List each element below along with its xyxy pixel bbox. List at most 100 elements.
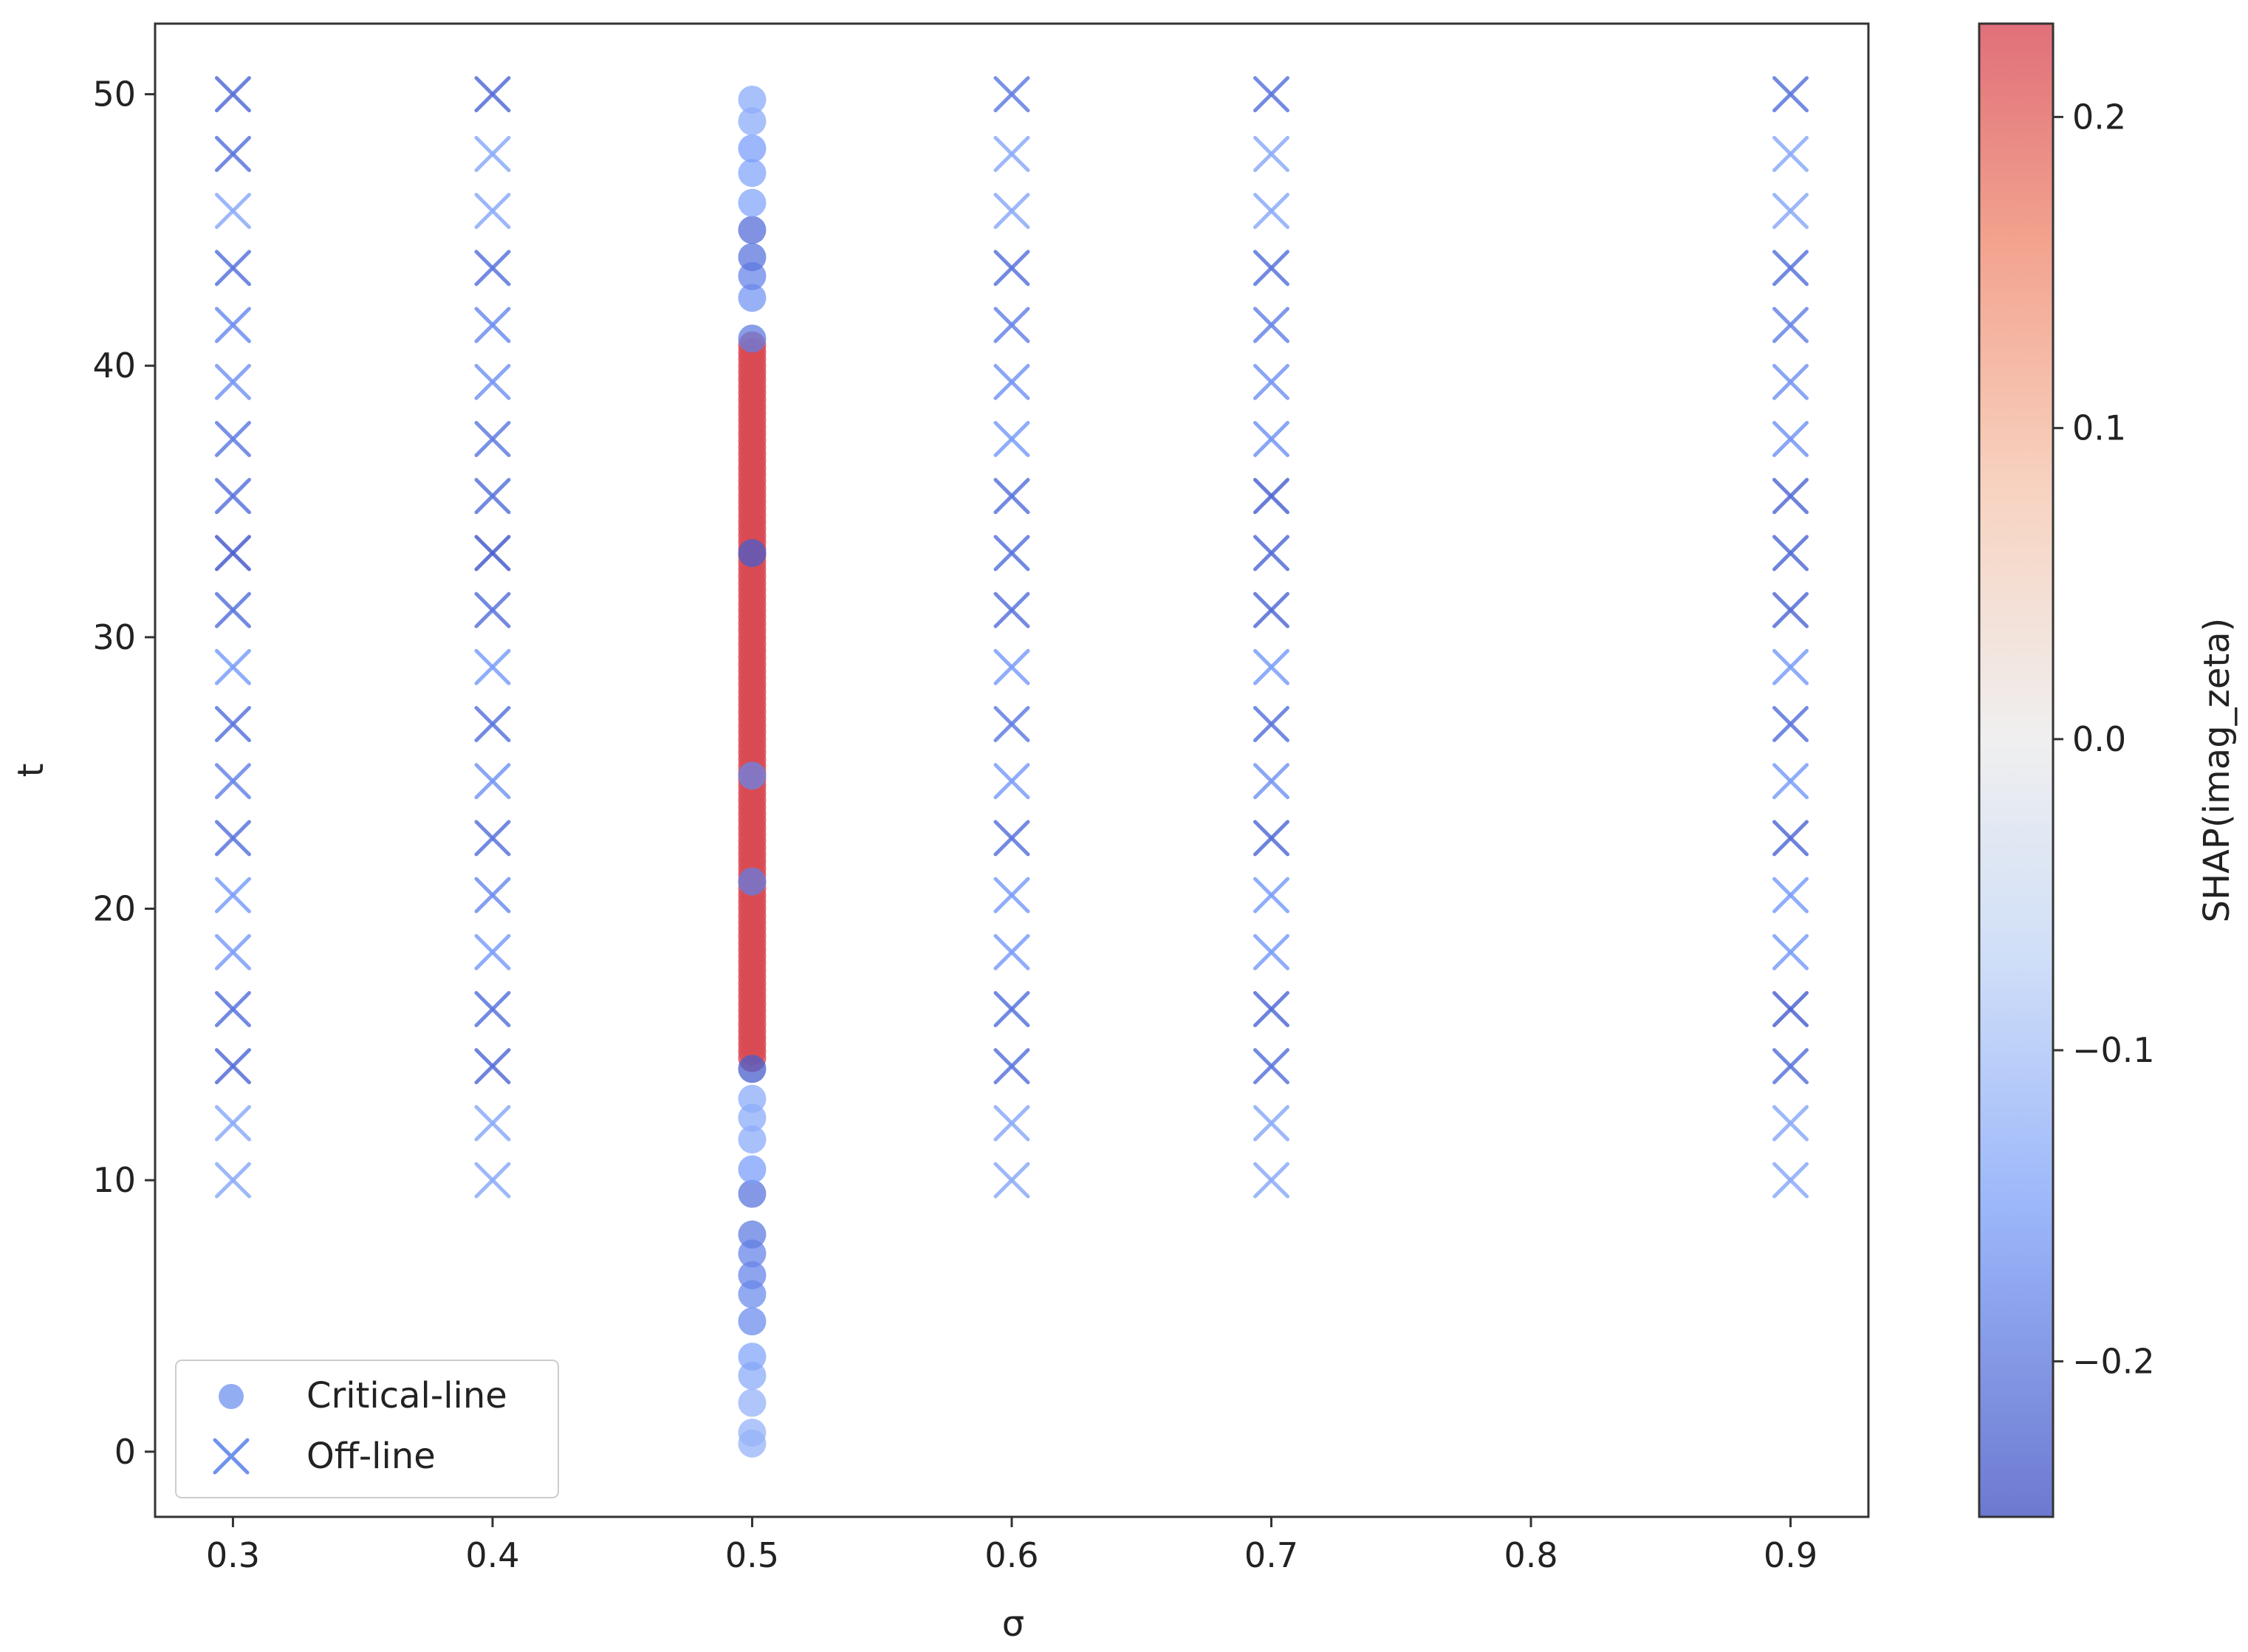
- off-line-point: [993, 1162, 1030, 1199]
- x-tick-label: 0.9: [1764, 1535, 1817, 1575]
- off-line-point: [474, 1162, 511, 1199]
- critical-line-point: [738, 867, 767, 896]
- critical-line-point: [738, 1179, 767, 1208]
- off-line-point: [214, 478, 251, 515]
- off-line-point: [214, 306, 251, 343]
- off-line-point: [993, 706, 1030, 743]
- off-line-point: [214, 820, 251, 857]
- x-axis-label: σ: [1002, 1603, 1024, 1645]
- off-line-point: [474, 763, 511, 800]
- x-axis-ticks: 0.3 0.4 0.5 0.6 0.7 0.8 0.9: [206, 1517, 1817, 1575]
- y-tick-label: 20: [92, 888, 136, 928]
- legend-box: [175, 1360, 559, 1498]
- off-line-point: [214, 363, 251, 400]
- x-tick-label: 0.5: [725, 1535, 779, 1575]
- off-line-point: [474, 363, 511, 400]
- off-line-point: [1772, 763, 1809, 800]
- off-line-point: [1253, 991, 1290, 1028]
- off-line-point: [1253, 76, 1290, 113]
- off-line-point: [1253, 1105, 1290, 1142]
- off-line-point: [214, 648, 251, 685]
- off-line-point: [1253, 420, 1290, 457]
- off-line-point: [993, 76, 1030, 113]
- critical-line-point: [738, 1220, 767, 1249]
- colorbar-tick-label: −0.1: [2072, 1030, 2155, 1070]
- colorbar-tick-label: −0.2: [2072, 1341, 2155, 1381]
- plot-frame: [154, 22, 1870, 1518]
- x-tick-label: 0.8: [1504, 1535, 1558, 1575]
- off-line-point: [474, 933, 511, 970]
- colorbar-ramp: [1978, 22, 2055, 1518]
- off-line-point: [1253, 250, 1290, 287]
- x-tick-label: 0.6: [984, 1535, 1038, 1575]
- critical-line-point: [738, 134, 767, 163]
- off-line-point: [474, 420, 511, 457]
- off-line-point: [1772, 306, 1809, 343]
- off-line-point: [1772, 706, 1809, 743]
- off-line-point: [474, 193, 511, 230]
- critical-line-point: [738, 216, 767, 244]
- off-line-point: [474, 76, 511, 113]
- off-line-point: [1253, 877, 1290, 914]
- off-line-point: [214, 1162, 251, 1199]
- off-line-point: [1253, 306, 1290, 343]
- off-line-point: [993, 250, 1030, 287]
- off-line-point: [1253, 535, 1290, 572]
- off-line-point: [474, 991, 511, 1028]
- critical-line-point: [738, 107, 767, 136]
- critical-line-point: [738, 1343, 767, 1371]
- off-line-point: [214, 933, 251, 970]
- off-line-point: [1772, 820, 1809, 857]
- critical-line-point: [738, 1261, 767, 1289]
- off-line-point: [993, 363, 1030, 400]
- off-line-point: [214, 877, 251, 914]
- off-line-point: [993, 592, 1030, 628]
- critical-line-point: [738, 324, 767, 353]
- critical-line-point: [738, 1125, 767, 1154]
- off-line-point: [1253, 135, 1290, 172]
- off-line-point: [474, 306, 511, 343]
- off-line-point: [993, 193, 1030, 230]
- off-line-point: [1253, 478, 1290, 515]
- off-line-point: [474, 535, 511, 572]
- colorbar-ticks: 0.2 0.1 0.0 −0.1 −0.2: [2053, 97, 2155, 1381]
- off-line-point: [1772, 1162, 1809, 1199]
- off-line-point: [214, 193, 251, 230]
- off-line-point: [1772, 991, 1809, 1028]
- off-line-point: [1253, 763, 1290, 800]
- off-line-point: [1772, 420, 1809, 457]
- off-line-point: [1253, 1162, 1290, 1199]
- off-line-point: [1772, 535, 1809, 572]
- off-line-point: [993, 648, 1030, 685]
- off-line-point: [993, 991, 1030, 1028]
- off-line-point: [474, 1048, 511, 1085]
- critical-line-point: [738, 1084, 767, 1113]
- off-line-point: [993, 1105, 1030, 1142]
- critical-line-point: [738, 761, 767, 790]
- off-line-point: [1772, 1105, 1809, 1142]
- off-line-point: [993, 820, 1030, 857]
- off-line-point: [214, 76, 251, 113]
- off-line-point: [1253, 592, 1290, 628]
- off-line-point: [1772, 1048, 1809, 1085]
- off-line-point: [214, 1105, 251, 1142]
- off-line-point: [474, 820, 511, 857]
- critical-line-point: [738, 243, 767, 272]
- points-layer: [214, 76, 1809, 1458]
- off-line-point: [474, 1105, 511, 1142]
- colorbar-label: SHAP(imag_zeta): [2196, 618, 2238, 923]
- legend-marker-off-line: [213, 1438, 250, 1475]
- off-line-point: [993, 135, 1030, 172]
- off-line-point: [993, 877, 1030, 914]
- critical-line-point: [738, 538, 767, 567]
- off-line-point: [1253, 1048, 1290, 1085]
- critical-line-point: [738, 188, 767, 217]
- off-line-point: [1772, 76, 1809, 113]
- off-line-point: [1772, 193, 1809, 230]
- off-line-point: [214, 763, 251, 800]
- plot-area: [155, 24, 1868, 1517]
- off-line-point: [214, 250, 251, 287]
- off-line-point: [1772, 135, 1809, 172]
- critical-line-point: [738, 159, 767, 188]
